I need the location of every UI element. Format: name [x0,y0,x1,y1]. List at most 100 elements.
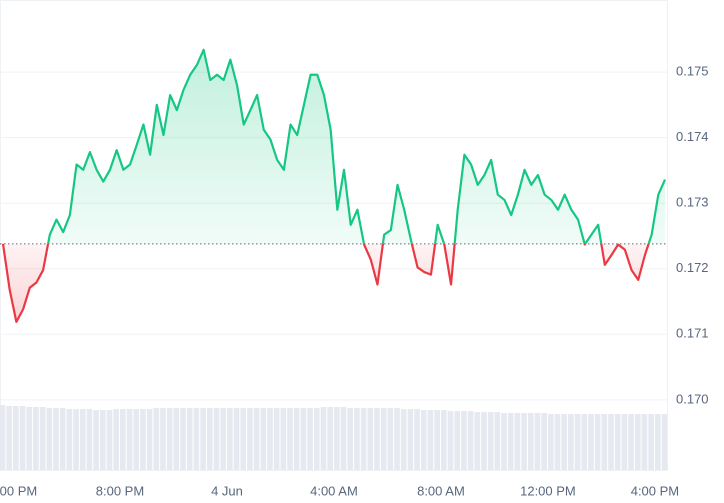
volume-bar [327,407,333,470]
volume-bar [581,414,588,470]
volume-bar [186,408,193,470]
volume-bar [601,414,608,470]
volume-bar [661,414,668,470]
volume-bar [247,408,253,470]
volume-bar [46,408,53,470]
volume-bar [273,408,280,470]
volume-bar [140,409,146,470]
volume-bar [213,408,220,470]
volume-bar [320,407,327,470]
volume-bar [227,408,233,470]
volume-bar [554,414,561,470]
volume-bar [440,410,447,470]
volume-bar [360,408,367,470]
volume-bar [380,408,387,470]
volume-bar [206,408,213,470]
volume-bar [126,409,133,470]
volume-bar [561,414,568,470]
volume-bar [280,408,287,470]
volume-bar [293,408,300,470]
volume-bar [160,408,166,470]
volume-bar [173,408,180,470]
volume-bar [367,408,374,470]
volume-bar [120,409,126,470]
volume-bar [514,413,521,470]
volume-bar [253,408,260,470]
volume-bar [547,414,554,470]
y-tick-label: 0.170 [676,391,709,406]
volume-bar [641,414,648,470]
volume-bar [347,408,354,470]
volume-bar [387,408,394,470]
volume-bar [313,408,320,470]
volume-bar [166,408,173,470]
volume-bar [447,411,454,470]
area-up [3,49,665,244]
volume-bar [26,407,33,470]
volume-bar [287,408,293,470]
x-tick-label: 4 Jun [211,483,243,498]
x-tick-label: 4:00 PM [631,483,679,498]
volume-bar [19,406,26,470]
volume-bar [33,407,39,470]
y-tick-label: 0.171 [676,326,709,341]
volume-bar [481,412,487,470]
volume-bar [568,414,574,470]
volume-bar [86,409,93,470]
volume-bar [113,409,120,470]
volume-bar [541,413,547,470]
volume-bar [374,408,380,470]
volume-bar [233,408,240,470]
y-tick-label: 0.173 [676,195,709,210]
x-tick-label: 4:00 AM [310,483,358,498]
volume-bar [133,409,140,470]
volume-bar [527,413,534,470]
volume-bar [574,414,581,470]
volume-bar [434,410,440,470]
volume-bar [73,409,79,470]
volume-bar [200,408,206,470]
volume-bar [334,407,340,470]
price-line-up [3,48,667,244]
volume-bar [6,406,13,470]
x-tick-label: 8:00 AM [417,483,465,498]
volume-bar [79,409,86,470]
volume-bar [474,412,481,470]
y-tick-label: 0.175 [676,64,709,79]
volume-bar [267,408,273,470]
volume-bar [193,408,200,470]
volume-bar [521,413,527,470]
volume-bar [13,406,19,470]
volume-bar [39,407,46,470]
volume-bar [93,410,99,470]
volume-bar [621,414,628,470]
volume-bar [420,410,427,470]
volume-bar [0,405,6,470]
volume-bar [307,408,313,470]
volume-bar [220,408,227,470]
volume-bar [340,407,347,470]
volume-bar [99,410,106,470]
volume-bar [300,408,307,470]
volume-bar [588,414,594,470]
y-tick-label: 0.172 [676,260,709,275]
x-tick-label: 4:00 PM [0,483,37,498]
volume-bar [461,411,467,470]
x-tick-label: 12:00 PM [520,483,576,498]
volume-bar [634,414,641,470]
volume-bar [414,409,420,470]
volume-bar [53,408,59,470]
volume-bar [594,414,601,470]
volume-bar [66,409,73,470]
volume-bar [654,414,661,470]
volume-bar [180,408,186,470]
volume-bar [501,413,507,470]
volume-bar [240,408,247,470]
volume-bar [400,409,407,470]
volume-bar [106,410,113,470]
plot-frame [0,0,668,471]
volume-bar [427,410,434,470]
volume-bar [467,411,474,470]
